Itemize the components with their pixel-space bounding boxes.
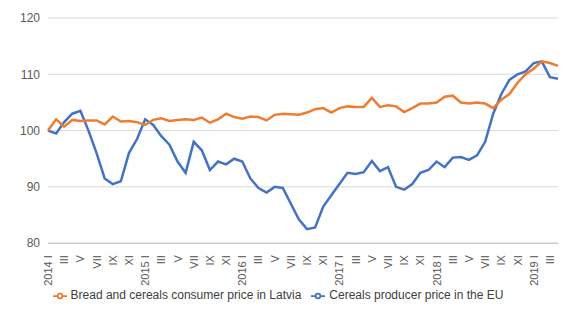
svg-text:IX: IX [301, 255, 313, 266]
svg-text:XI: XI [317, 255, 329, 265]
svg-text:2017 I: 2017 I [333, 255, 345, 286]
svg-text:110: 110 [21, 68, 40, 82]
svg-text:V: V [74, 255, 86, 263]
svg-text:XI: XI [123, 255, 135, 265]
svg-text:120: 120 [20, 11, 40, 25]
svg-text:V: V [172, 255, 184, 263]
svg-text:2018 I: 2018 I [431, 255, 443, 286]
svg-text:III: III [350, 255, 362, 264]
svg-text:V: V [269, 255, 281, 263]
html-text:Cereals producer price in the: Cereals producer price in the EU [329, 288, 504, 303]
svg-text:100: 100 [20, 124, 40, 138]
svg-text:80: 80 [27, 236, 41, 250]
svg-text:2016 I: 2016 I [236, 255, 248, 286]
svg-text:III: III [58, 255, 70, 264]
svg-text:2015 I: 2015 I [139, 255, 151, 286]
svg-text:VII: VII [382, 255, 394, 268]
svg-text:VII: VII [91, 255, 103, 268]
svg-text:V: V [463, 255, 475, 263]
svg-text:III: III [252, 255, 264, 264]
svg-text:VII: VII [479, 255, 491, 268]
svg-text:IX: IX [204, 255, 216, 266]
svg-text:VII: VII [285, 255, 297, 268]
svg-text:III: III [544, 255, 556, 264]
svg-text:2014 I: 2014 I [42, 255, 54, 286]
svg-text:IX: IX [495, 255, 507, 266]
svg-text:IX: IX [107, 255, 119, 266]
svg-text:III: III [155, 255, 167, 264]
svg-text:XI: XI [414, 255, 426, 265]
svg-text:IX: IX [398, 255, 410, 266]
html-text:Bread and cereals consumer pri: Bread and cereals consumer price in Latv… [70, 288, 302, 303]
svg-text:2019 I: 2019 I [528, 255, 540, 286]
svg-text:90: 90 [27, 180, 41, 194]
svg-text:XI: XI [220, 255, 232, 265]
svg-text:III: III [447, 255, 459, 264]
svg-text:V: V [366, 255, 378, 263]
svg-text:XI: XI [512, 255, 524, 265]
svg-text:VII: VII [188, 255, 200, 268]
